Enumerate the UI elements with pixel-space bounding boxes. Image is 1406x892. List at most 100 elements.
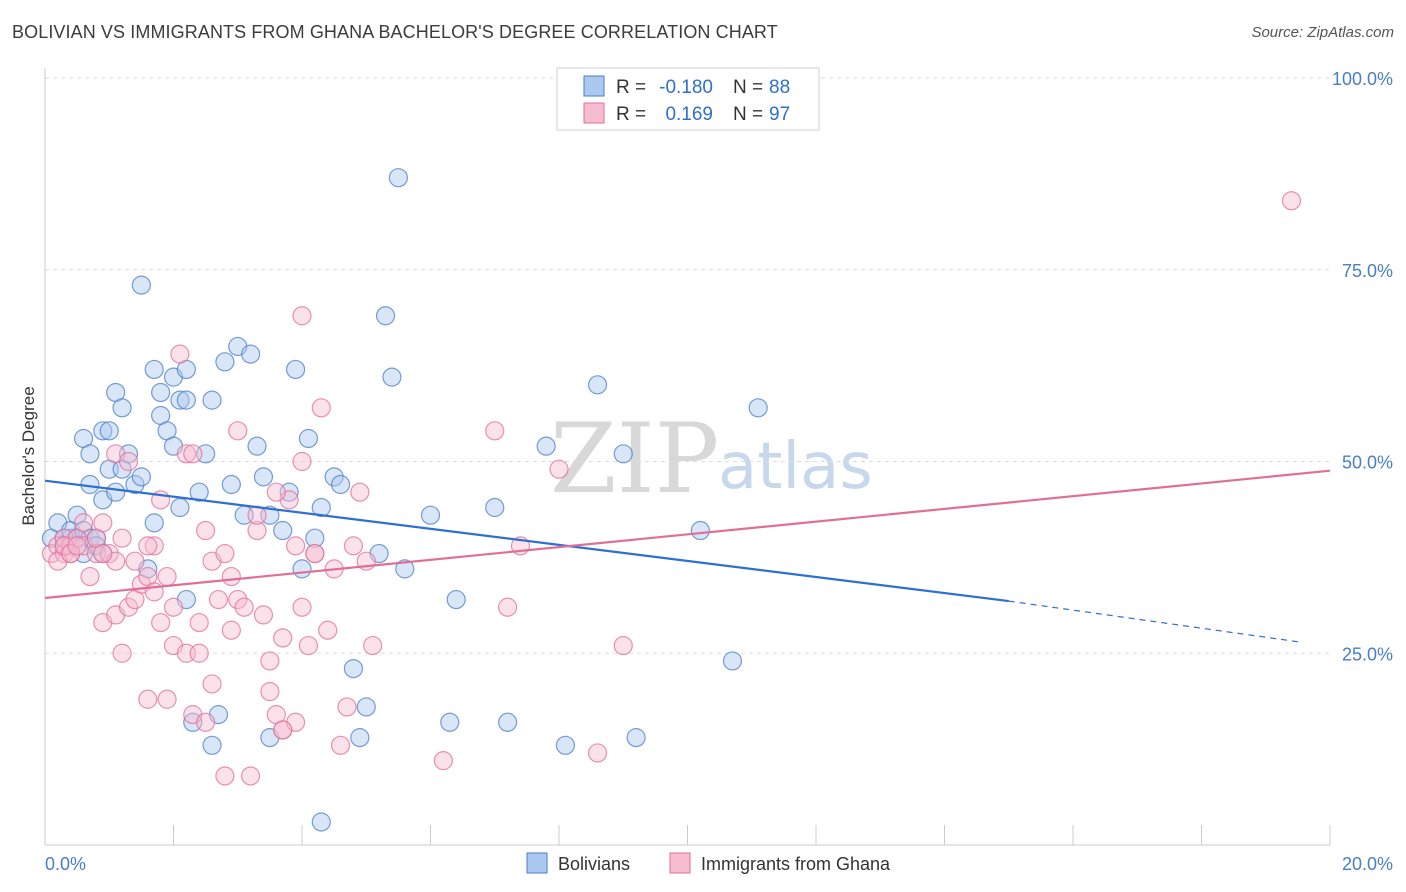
point-bolivians <box>350 728 370 748</box>
legend-n-label-2: N = <box>733 104 763 125</box>
y-tick-label: 50.0% <box>1342 453 1393 473</box>
point-ghana <box>221 566 241 587</box>
point-bolivians <box>99 421 119 441</box>
point-ghana <box>485 421 505 441</box>
point-ghana <box>118 597 139 617</box>
point-ghana <box>241 766 261 786</box>
point-ghana <box>189 643 209 663</box>
point-ghana <box>151 612 171 633</box>
x-tick-label: 20.0% <box>1342 854 1393 874</box>
axes: 0.0% 20.0% <box>44 68 1393 874</box>
point-ghana <box>350 482 370 502</box>
point-bolivians <box>106 482 126 502</box>
point-bolivians <box>388 168 408 188</box>
point-ghana <box>363 635 383 656</box>
point-ghana <box>343 536 363 556</box>
point-ghana <box>67 536 87 556</box>
point-bolivians <box>273 520 293 541</box>
point-bolivians <box>241 344 261 364</box>
point-bolivians <box>356 697 376 717</box>
point-ghana <box>157 566 177 587</box>
point-ghana <box>266 482 286 502</box>
point-ghana <box>125 551 145 571</box>
bottom-legend-swatch-ghana <box>669 852 691 874</box>
y-tick-label: 25.0% <box>1342 644 1393 664</box>
point-ghana <box>292 451 312 472</box>
legend-swatch-ghana <box>583 102 605 124</box>
point-bolivians <box>722 651 743 671</box>
legend-r-label-2: R = <box>616 104 646 125</box>
point-bolivians <box>221 474 241 495</box>
legend-swatch-bolivians <box>583 75 605 97</box>
point-ghana <box>138 689 158 709</box>
point-ghana <box>273 720 293 740</box>
point-ghana <box>112 528 132 548</box>
grid-lines: 25.0% 50.0% 75.0% 100.0% <box>45 69 1393 664</box>
legend-r-value-1: -0.180 <box>659 77 713 98</box>
point-ghana <box>215 543 235 564</box>
point-bolivians <box>247 436 267 456</box>
point-ghana <box>498 597 518 617</box>
point-bolivians <box>395 559 415 579</box>
point-ghana <box>189 612 209 633</box>
bottom-legend-label-ghana: Immigrants from Ghana <box>701 854 891 874</box>
bottom-legend-label-bolivians: Bolivians <box>558 854 630 874</box>
point-ghana <box>292 597 312 617</box>
point-ghana <box>298 635 319 656</box>
chart-title: BOLIVIAN VS IMMIGRANTS FROM GHANA BACHEL… <box>12 22 778 42</box>
point-bolivians <box>285 359 306 380</box>
point-ghana <box>61 543 81 564</box>
legend-n-value-1: 88 <box>769 77 790 98</box>
point-ghana <box>260 681 280 702</box>
point-ghana <box>196 520 216 541</box>
point-ghana <box>337 697 357 717</box>
point-bolivians <box>176 390 196 410</box>
x-tick-label: 0.0% <box>45 854 86 874</box>
point-bolivians <box>202 735 222 755</box>
point-ghana <box>112 643 132 663</box>
point-bolivians <box>343 658 363 679</box>
point-ghana <box>234 597 254 617</box>
y-tick-label: 100.0% <box>1332 69 1393 89</box>
legend-r-label-1: R = <box>616 77 646 98</box>
bottom-legend-swatch-bolivians <box>526 852 548 874</box>
point-bolivians <box>125 474 145 495</box>
point-bolivians <box>202 390 222 410</box>
point-ghana <box>285 536 306 556</box>
point-bolivians <box>498 712 518 732</box>
point-ghana <box>228 421 248 441</box>
point-ghana <box>260 651 280 671</box>
trend-line-bolivians-dashed <box>1008 600 1298 643</box>
point-ghana <box>549 459 569 479</box>
point-bolivians <box>440 712 460 732</box>
point-bolivians <box>112 398 132 418</box>
point-bolivians <box>375 306 396 326</box>
point-bolivians <box>748 398 768 418</box>
point-bolivians <box>330 474 351 495</box>
point-ghana <box>93 543 113 564</box>
point-ghana <box>176 444 196 464</box>
point-bolivians <box>311 812 331 832</box>
point-ghana <box>144 536 164 556</box>
point-bolivians <box>485 497 505 518</box>
point-bolivians <box>626 728 646 748</box>
point-ghana <box>273 628 293 648</box>
point-ghana <box>318 620 338 640</box>
point-ghana <box>157 689 177 709</box>
point-ghana <box>73 513 94 533</box>
point-bolivians <box>131 467 151 487</box>
series-bolivians <box>41 168 768 832</box>
point-bolivians <box>131 275 151 295</box>
point-bolivians <box>189 482 209 502</box>
point-ghana <box>208 589 229 610</box>
trend-line-bolivians <box>44 479 1009 603</box>
point-ghana <box>330 735 351 755</box>
watermark-atlas: atlas <box>718 430 873 504</box>
point-ghana <box>80 566 100 587</box>
point-ghana <box>247 520 267 541</box>
point-bolivians <box>215 352 235 372</box>
point-bolivians <box>144 359 164 380</box>
point-ghana <box>253 605 274 625</box>
point-bolivians <box>311 497 331 518</box>
point-ghana <box>613 635 633 656</box>
